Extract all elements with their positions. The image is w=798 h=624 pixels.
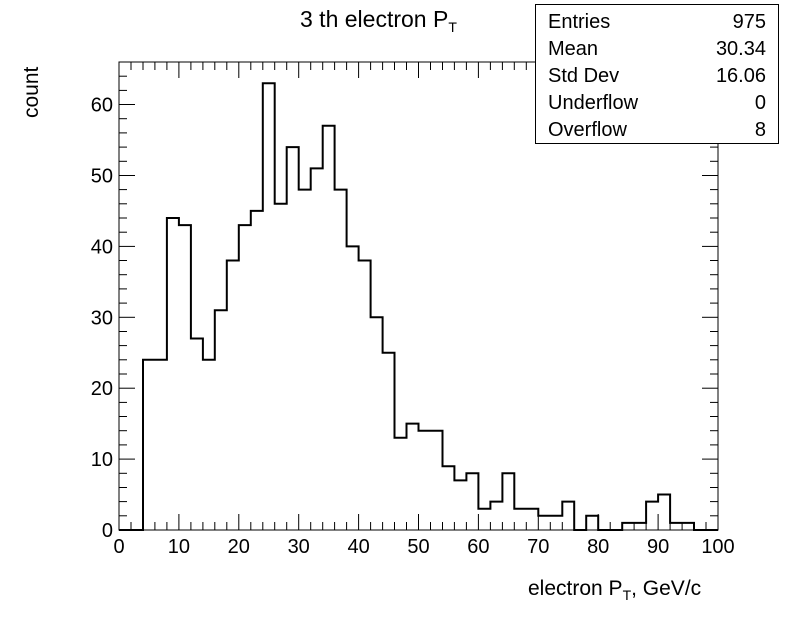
x-tick-label: 90: [647, 536, 669, 558]
x-tick-label: 40: [347, 536, 369, 558]
y-tick-label: 10: [91, 449, 113, 471]
histogram-line: [119, 82, 718, 531]
x-axis-label: electron PT, GeV/c: [528, 577, 702, 603]
x-tick-label: 50: [407, 536, 429, 558]
x-tick-label: 0: [113, 536, 124, 558]
stat-underflow: Underflow 0: [548, 92, 766, 114]
stat-mean: Mean 30.34: [548, 38, 766, 60]
y-tick-label: 30: [91, 307, 113, 329]
chart-title: 3 th electron PT: [300, 6, 457, 35]
y-tick-label: 60: [91, 95, 113, 117]
stats-box: Entries 975 Mean 30.34 Std Dev 16.06 Underf…: [535, 4, 779, 144]
stat-std-dev: Std Dev 16.06: [548, 65, 766, 87]
y-tick-label: 40: [91, 236, 113, 258]
x-tick-label: 60: [467, 536, 489, 558]
x-tick-label: 100: [701, 536, 734, 558]
stat-entries: Entries 975: [548, 11, 766, 33]
y-tick-label: 50: [91, 165, 113, 187]
y-tick-label: 0: [102, 520, 113, 542]
x-tick-label: 70: [527, 536, 549, 558]
x-tick-label: 80: [587, 536, 609, 558]
x-tick-label: 30: [288, 536, 310, 558]
y-axis-label: count: [20, 66, 43, 118]
x-tick-label: 20: [228, 536, 250, 558]
x-tick-label: 10: [168, 536, 190, 558]
stat-overflow: Overflow 8: [548, 119, 766, 141]
tick-labels: 0 10 20 30 40 50 60 70 80 90 100 0 10 20 30 40 50 60: [91, 95, 735, 558]
y-tick-label: 20: [91, 378, 113, 400]
